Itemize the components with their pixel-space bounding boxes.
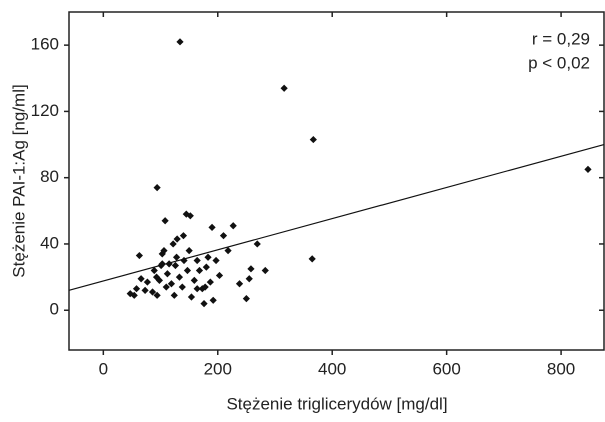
point: [242, 295, 250, 303]
point: [170, 291, 178, 299]
y-tick-label: 160: [31, 35, 59, 54]
x-tick-label: 0: [99, 359, 108, 378]
point: [150, 266, 158, 275]
point: [206, 278, 214, 286]
point: [173, 235, 181, 243]
point: [185, 246, 193, 255]
point: [143, 278, 151, 286]
point: [169, 240, 177, 248]
point: [163, 270, 172, 278]
point: [155, 276, 164, 285]
point: [309, 135, 317, 144]
annotation: p < 0,02: [528, 53, 590, 72]
x-tick-label: 800: [547, 359, 575, 378]
point: [212, 256, 220, 265]
point: [137, 275, 145, 283]
x-tick-label: 200: [204, 359, 232, 378]
point: [175, 273, 184, 281]
point: [161, 217, 169, 225]
point: [165, 260, 173, 268]
point: [158, 260, 166, 268]
point: [160, 246, 168, 255]
point: [204, 253, 212, 261]
point: [180, 256, 188, 265]
point: [200, 300, 208, 308]
point: [148, 288, 157, 296]
point: [187, 293, 196, 301]
point: [247, 265, 255, 273]
point: [178, 283, 186, 291]
point: [201, 283, 209, 291]
point: [135, 251, 143, 260]
point: [183, 266, 192, 275]
point: [224, 246, 232, 255]
x-tick-label: 400: [318, 359, 346, 378]
point: [198, 285, 206, 293]
annotation: r = 0,29: [532, 29, 590, 48]
point: [280, 84, 288, 92]
plot-frame: [68, 11, 605, 351]
point: [162, 283, 170, 291]
trend-line: [68, 143, 605, 291]
x-tick-label: 600: [432, 359, 460, 378]
point: [208, 223, 216, 231]
point: [235, 280, 244, 288]
y-tick-label: 80: [40, 167, 59, 186]
point: [176, 38, 184, 46]
point: [202, 263, 210, 271]
y-tick-label: 120: [31, 101, 59, 120]
point: [215, 271, 224, 280]
point: [126, 290, 134, 298]
point: [193, 256, 201, 265]
point: [308, 255, 316, 263]
point: [186, 212, 194, 220]
x-axis-label: Stężenie triglicerydów [mg/dl]: [226, 394, 447, 413]
point: [167, 280, 176, 288]
point: [219, 232, 228, 240]
point: [190, 276, 198, 285]
point: [209, 296, 217, 304]
point: [195, 266, 204, 275]
point: [584, 165, 592, 174]
point: [130, 291, 138, 299]
point: [172, 253, 181, 261]
point: [253, 240, 261, 248]
point: [261, 266, 269, 275]
point: [153, 291, 161, 299]
y-tick-label: 0: [50, 300, 59, 319]
point: [153, 184, 161, 192]
point: [132, 285, 141, 293]
point: [229, 222, 237, 230]
point: [193, 285, 201, 293]
point: [245, 275, 253, 283]
point: [179, 232, 188, 240]
point: [171, 261, 180, 270]
point: [141, 286, 149, 294]
y-tick-label: 40: [40, 233, 59, 252]
y-axis-label: Stężenie PAI-1:Ag [ng/ml]: [9, 84, 28, 277]
